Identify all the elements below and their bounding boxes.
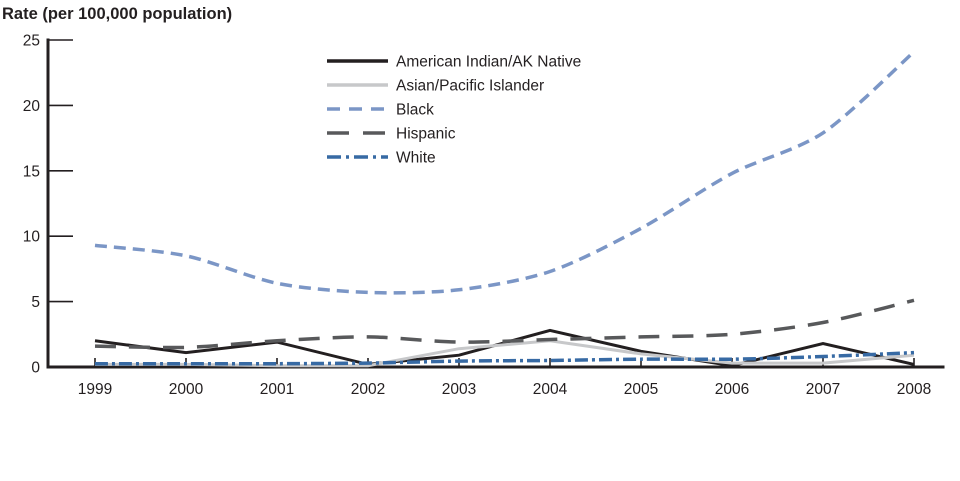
series-line-asian-pacific-islander xyxy=(95,339,915,368)
legend-item: American Indian/AK Native xyxy=(327,54,581,71)
x-axis-line xyxy=(46,365,945,369)
x-tick-label: 2005 xyxy=(624,381,658,398)
y-tick-label: 20 xyxy=(23,98,41,115)
legend-label: Black xyxy=(396,102,434,119)
legend-item: Hispanic xyxy=(327,126,456,143)
legend-item: White xyxy=(327,150,436,167)
legend-label: White xyxy=(396,150,436,167)
y-tick-label: 0 xyxy=(31,360,40,377)
y-tick-label: 5 xyxy=(31,294,40,311)
x-tick-label: 2006 xyxy=(715,381,749,398)
y-tick-label: 25 xyxy=(23,33,40,50)
chart-title: Rate (per 100,000 population) xyxy=(2,5,233,23)
series-line-black xyxy=(94,50,916,295)
x-tick-label: 2002 xyxy=(351,381,385,398)
x-tick-label: 2007 xyxy=(806,381,840,398)
x-tick-label: 2003 xyxy=(442,381,476,398)
series-line-white xyxy=(95,350,915,366)
y-axis-line xyxy=(46,38,50,369)
x-tick-label: 2000 xyxy=(169,381,204,398)
series-line-hispanic xyxy=(94,298,915,350)
legend-label: Asian/Pacific Islander xyxy=(396,78,544,95)
y-tick-label: 10 xyxy=(23,229,41,246)
legend-label: Hispanic xyxy=(396,126,456,143)
legend-item: Black xyxy=(327,102,434,119)
x-tick-label: 2001 xyxy=(260,381,294,398)
legend-item: Asian/Pacific Islander xyxy=(327,78,544,95)
x-tick-label: 2004 xyxy=(533,381,568,398)
x-tick-label: 2008 xyxy=(897,381,931,398)
legend-label: American Indian/AK Native xyxy=(396,54,581,71)
y-tick-label: 15 xyxy=(23,163,40,180)
x-tick-label: 1999 xyxy=(78,381,112,398)
